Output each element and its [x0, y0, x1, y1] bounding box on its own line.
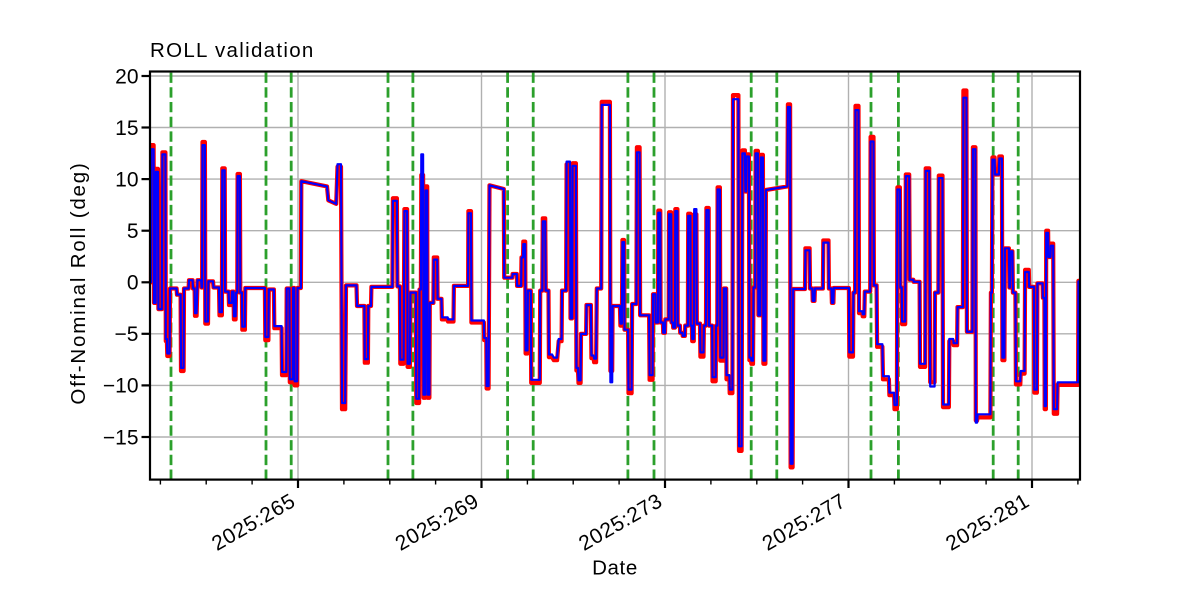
svg-text:ROLL validation: ROLL validation	[150, 39, 315, 62]
svg-text:0: 0	[127, 272, 139, 295]
svg-text:5: 5	[127, 220, 139, 243]
svg-text:−10: −10	[103, 375, 139, 398]
svg-text:10: 10	[115, 168, 138, 191]
svg-text:Off-Nominal Roll (deg): Off-Nominal Roll (deg)	[67, 161, 90, 404]
svg-text:−5: −5	[115, 323, 139, 346]
svg-text:20: 20	[115, 65, 138, 88]
svg-text:Date: Date	[592, 557, 638, 580]
svg-text:15: 15	[115, 117, 138, 140]
svg-text:−15: −15	[103, 426, 139, 449]
